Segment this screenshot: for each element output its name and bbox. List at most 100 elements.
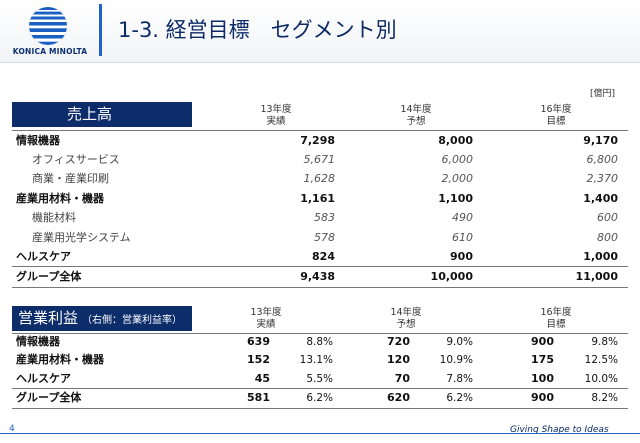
fy16-margin: 8.2% bbox=[591, 392, 618, 404]
profit-header-rule bbox=[12, 333, 628, 334]
row-label: 情報機器 bbox=[16, 335, 60, 348]
col-type: 実績 bbox=[256, 319, 276, 330]
col-year: 16年度 bbox=[540, 104, 572, 115]
row-label: ヘルスケア bbox=[16, 372, 71, 385]
fy13-margin: 6.2% bbox=[306, 392, 333, 404]
col-type: 予想 bbox=[406, 116, 426, 127]
fy14-value: 120 bbox=[387, 353, 410, 366]
fy16-margin: 10.0% bbox=[584, 373, 618, 385]
fy16-value: 900 bbox=[531, 391, 554, 404]
fy14-margin: 9.0% bbox=[446, 336, 473, 348]
table-row-total: グループ全体 9,438 10,000 11,000 bbox=[0, 267, 640, 287]
fy16-value: 175 bbox=[531, 353, 554, 366]
row-label: 産業用材料・機器 bbox=[16, 192, 104, 205]
table-row: 機能材料 583 490 600 bbox=[0, 208, 640, 228]
fy13-value: 9,438 bbox=[300, 270, 335, 283]
fy14-value: 6,000 bbox=[441, 153, 474, 166]
row-label: グループ全体 bbox=[16, 391, 82, 404]
sales-label-text: 売上高 bbox=[67, 105, 113, 123]
table-row: 産業用材料・機器 152 13.1% 120 10.9% 175 12.5% bbox=[0, 350, 640, 370]
col-type: 目標 bbox=[546, 116, 566, 127]
table-row: ヘルスケア 824 900 1,000 bbox=[0, 247, 640, 267]
fy16-value: 800 bbox=[597, 231, 618, 244]
fy13-value: 5,671 bbox=[303, 153, 336, 166]
slide-header: KONICA MINOLTA 1-3. 経営目標 セグメント別 bbox=[0, 0, 640, 63]
col-type: 予想 bbox=[396, 319, 416, 330]
fy14-value: 490 bbox=[452, 211, 473, 224]
konica-minolta-logo-icon bbox=[29, 7, 67, 45]
fy16-value: 11,000 bbox=[575, 270, 618, 283]
fy16-value: 9,170 bbox=[583, 134, 618, 147]
fy16-value: 6,800 bbox=[586, 153, 619, 166]
fy16-value: 900 bbox=[531, 335, 554, 348]
fy16-value: 1,400 bbox=[583, 192, 618, 205]
fy14-margin: 10.9% bbox=[439, 354, 473, 366]
col-year: 16年度 bbox=[540, 307, 572, 318]
table-row: ヘルスケア 45 5.5% 70 7.8% 100 10.0% bbox=[0, 369, 640, 389]
row-label: 機能材料 bbox=[32, 211, 76, 224]
fy13-value: 583 bbox=[314, 211, 335, 224]
fy13-value: 1,161 bbox=[300, 192, 335, 205]
fy13-value: 578 bbox=[314, 231, 335, 244]
fy14-value: 720 bbox=[387, 335, 410, 348]
profit-sublabel-text: （右側：営業利益率） bbox=[82, 315, 183, 326]
sales-header-rule bbox=[12, 130, 628, 131]
fy14-value: 10,000 bbox=[430, 270, 473, 283]
profit-col-fy13: 13年度 実績 bbox=[231, 307, 301, 331]
fy13-value: 1,628 bbox=[303, 172, 336, 185]
row-label: オフィスサービス bbox=[32, 153, 120, 166]
table-row: 産業用光学システム 578 610 800 bbox=[0, 228, 640, 248]
col-year: 14年度 bbox=[400, 104, 432, 115]
fy13-value: 152 bbox=[247, 353, 270, 366]
page-number: 4 bbox=[9, 424, 15, 434]
row-label: 情報機器 bbox=[16, 134, 60, 147]
table-row: オフィスサービス 5,671 6,000 6,800 bbox=[0, 150, 640, 170]
sales-section-label: 売上高 bbox=[12, 102, 192, 127]
row-label: 産業用光学システム bbox=[32, 231, 131, 244]
slide-title: 1-3. 経営目標 セグメント別 bbox=[118, 18, 397, 42]
fy13-value: 639 bbox=[247, 335, 270, 348]
row-label: ヘルスケア bbox=[16, 250, 71, 263]
fy16-value: 2,370 bbox=[586, 172, 619, 185]
fy13-value: 45 bbox=[254, 372, 270, 385]
table-row: 産業用材料・機器 1,161 1,100 1,400 bbox=[0, 189, 640, 209]
row-label: グループ全体 bbox=[16, 270, 82, 283]
fy13-value: 824 bbox=[312, 250, 335, 263]
col-type: 実績 bbox=[266, 116, 286, 127]
table-row-total: グループ全体 581 6.2% 620 6.2% 900 8.2% bbox=[0, 388, 640, 408]
col-year: 13年度 bbox=[250, 307, 282, 318]
fy16-value: 100 bbox=[531, 372, 554, 385]
profit-label-text: 営業利益 bbox=[18, 309, 79, 327]
fy13-margin: 13.1% bbox=[299, 354, 333, 366]
col-year: 14年度 bbox=[390, 307, 422, 318]
profit-col-fy16: 16年度 目標 bbox=[521, 307, 591, 331]
fy13-margin: 8.8% bbox=[306, 336, 333, 348]
fy14-value: 610 bbox=[452, 231, 473, 244]
fy16-value: 1,000 bbox=[583, 250, 618, 263]
fy14-margin: 6.2% bbox=[446, 392, 473, 404]
table-row: 情報機器 639 8.8% 720 9.0% 900 9.8% bbox=[0, 332, 640, 352]
fy13-margin: 5.5% bbox=[306, 373, 333, 385]
fy14-value: 900 bbox=[450, 250, 473, 263]
col-year: 13年度 bbox=[260, 104, 292, 115]
fy16-value: 600 bbox=[597, 211, 618, 224]
logo-text: KONICA MINOLTA bbox=[12, 47, 88, 56]
profit-section-label: 営業利益 （右側：営業利益率） bbox=[12, 306, 192, 331]
header-divider bbox=[99, 4, 102, 56]
fy13-value: 7,298 bbox=[300, 134, 335, 147]
tagline: Giving Shape to Ideas bbox=[510, 425, 609, 435]
fy14-value: 2,000 bbox=[441, 172, 474, 185]
fy14-margin: 7.8% bbox=[446, 373, 473, 385]
fy14-value: 1,100 bbox=[438, 192, 473, 205]
fy14-value: 8,000 bbox=[438, 134, 473, 147]
fy14-value: 620 bbox=[387, 391, 410, 404]
sales-col-fy14: 14年度 予想 bbox=[381, 104, 451, 128]
sales-bottom-rule bbox=[12, 287, 628, 288]
profit-col-fy14: 14年度 予想 bbox=[371, 307, 441, 331]
profit-bottom-rule bbox=[12, 408, 628, 409]
sales-col-fy13: 13年度 実績 bbox=[241, 104, 311, 128]
table-row: 商業・産業印刷 1,628 2,000 2,370 bbox=[0, 169, 640, 189]
unit-label: [億円] bbox=[590, 89, 616, 99]
row-label: 産業用材料・機器 bbox=[16, 353, 104, 366]
col-type: 目標 bbox=[546, 319, 566, 330]
